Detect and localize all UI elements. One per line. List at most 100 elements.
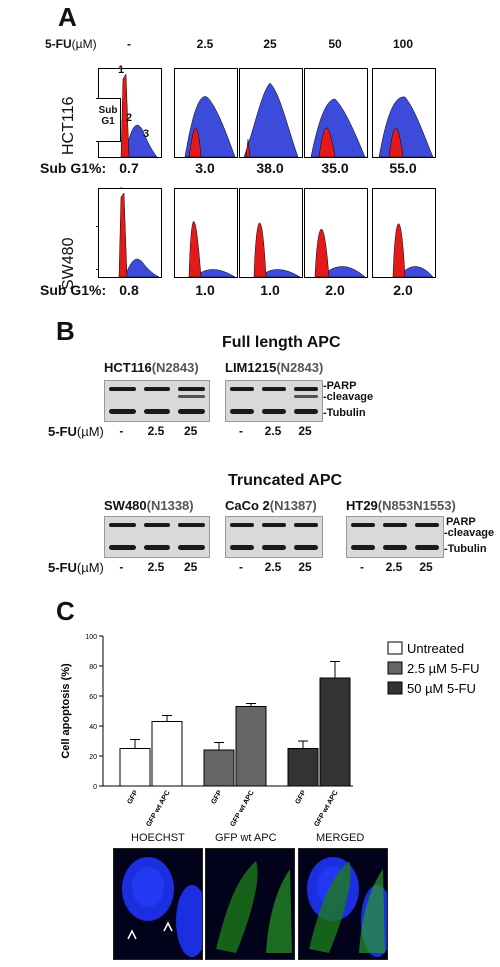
blot-name-1: LIM1215(N2843) bbox=[225, 360, 323, 375]
sw480-subg1-value: 2.0 bbox=[325, 282, 345, 298]
side-cleavage-2: -cleavage bbox=[444, 527, 495, 539]
sw480-subg1-value: 0.8 bbox=[119, 282, 139, 298]
dose-header-unit: (µM) bbox=[71, 37, 97, 51]
lane-label: - bbox=[360, 560, 364, 574]
parp-band bbox=[178, 523, 205, 527]
sw480-subg1-value: 1.0 bbox=[260, 282, 280, 298]
hct116-histogram bbox=[174, 68, 238, 158]
bar bbox=[119, 748, 151, 787]
micro-image-0 bbox=[113, 848, 208, 960]
panel-b-letter: B bbox=[56, 316, 75, 346]
tubulin-band bbox=[294, 409, 318, 414]
tubulin-band bbox=[109, 409, 136, 414]
micro-label: GFP wt APC bbox=[215, 832, 277, 844]
hct116-subg1-value: 35.0 bbox=[321, 160, 349, 176]
lane-label: 2.5 bbox=[147, 424, 165, 438]
parp-band bbox=[351, 523, 375, 527]
g1-peak bbox=[118, 192, 128, 278]
sw480-histogram bbox=[239, 188, 303, 278]
g1-peak bbox=[188, 127, 202, 158]
hct116-subg1-value: 38.0 bbox=[256, 160, 284, 176]
tubulin-band bbox=[262, 545, 286, 550]
g2-peak bbox=[378, 96, 434, 158]
lane-label: 2.5 bbox=[385, 560, 403, 574]
g1-peak bbox=[318, 127, 336, 158]
lane-label: - bbox=[239, 424, 243, 438]
blot-variant: (N2843) bbox=[276, 360, 324, 375]
legend-swatch bbox=[387, 661, 403, 675]
gfp-signal bbox=[216, 861, 258, 953]
tubulin-band bbox=[351, 545, 375, 550]
g1-peak bbox=[188, 221, 202, 278]
western-blot bbox=[104, 380, 210, 422]
bar bbox=[151, 721, 183, 787]
sw480-subg1-label: Sub G1%: bbox=[40, 282, 107, 298]
histogram-plot bbox=[310, 98, 366, 158]
lane-label: 2.5 bbox=[147, 560, 165, 574]
x-tick-label: GFP wt APC bbox=[313, 790, 339, 829]
dose-label: 2.5 bbox=[196, 37, 214, 51]
parp-band bbox=[143, 523, 171, 527]
panel-a-letter: A bbox=[58, 2, 77, 32]
micro-label: MERGED bbox=[316, 832, 365, 844]
side-parp: -PARP bbox=[323, 380, 357, 392]
g1-peak bbox=[388, 128, 404, 158]
histogram-plot bbox=[188, 221, 236, 278]
western-blot bbox=[104, 516, 210, 558]
dose-header: 5-FU(µM) bbox=[45, 37, 97, 51]
lane-label: 25 bbox=[183, 560, 198, 574]
dose-label: 25 bbox=[263, 37, 277, 51]
tubulin-band bbox=[178, 545, 205, 550]
y-tick-label: 0 bbox=[93, 784, 97, 791]
arrowhead-icon bbox=[163, 921, 173, 932]
hct116-histogram bbox=[372, 68, 436, 158]
blot-dose-unit: (µM) bbox=[76, 560, 104, 575]
blot-variant: (N2843) bbox=[151, 360, 199, 375]
legend-label: Untreated bbox=[407, 641, 464, 656]
g2-peak bbox=[124, 258, 160, 278]
lane-label: 2.5 bbox=[264, 560, 282, 574]
x-tick-label: GFP bbox=[294, 789, 307, 805]
lane-label: 25 bbox=[298, 424, 312, 438]
parp-band bbox=[262, 387, 286, 391]
gfp-signal-2 bbox=[359, 869, 385, 953]
tubulin-band bbox=[178, 409, 205, 414]
parp-band bbox=[109, 387, 136, 391]
g2-peak bbox=[124, 125, 158, 158]
tubulin-band bbox=[383, 545, 407, 550]
x-tick-label: GFP bbox=[126, 789, 139, 805]
y-tick-label: 40 bbox=[89, 724, 97, 731]
western-blot bbox=[346, 516, 444, 558]
tubulin-band bbox=[230, 409, 254, 414]
dose-label: 50 bbox=[328, 37, 342, 51]
cleavage-band bbox=[294, 395, 318, 398]
western-blot bbox=[225, 380, 323, 422]
lane-label: 25 bbox=[183, 424, 198, 438]
side-tubulin: -Tubulin bbox=[323, 407, 366, 419]
hct116-subg1-label: Sub G1%: bbox=[40, 160, 107, 176]
parp-band bbox=[262, 523, 286, 527]
gfp-signal-2 bbox=[266, 869, 292, 953]
blot-cellline: HT29 bbox=[346, 498, 378, 513]
peak-number: 2 bbox=[126, 112, 133, 124]
hct116-histogram bbox=[304, 68, 368, 158]
sw480-subg1-value: 1.0 bbox=[195, 282, 215, 298]
histogram-plot bbox=[184, 96, 236, 158]
lane-label: 2.5 bbox=[264, 424, 282, 438]
gfp-signal bbox=[309, 861, 351, 953]
hct116-subg1-value: 55.0 bbox=[389, 160, 417, 176]
histogram-plot bbox=[253, 222, 301, 278]
hct116-subg1-value: 0.7 bbox=[119, 160, 139, 176]
parp-band bbox=[109, 523, 136, 527]
legend-swatch bbox=[387, 681, 403, 695]
sub-g1-box: Sub G1 bbox=[96, 98, 121, 142]
bar bbox=[319, 677, 351, 787]
micro-svg bbox=[122, 857, 208, 957]
blot-name-4: HT29(N853N1553) bbox=[346, 498, 456, 513]
parp-band bbox=[143, 387, 171, 391]
legend-swatch bbox=[387, 641, 403, 655]
bar bbox=[287, 748, 319, 787]
blot-cellline: SW480 bbox=[104, 498, 147, 513]
lane-label: 25 bbox=[419, 560, 433, 574]
parp-band bbox=[294, 387, 318, 391]
